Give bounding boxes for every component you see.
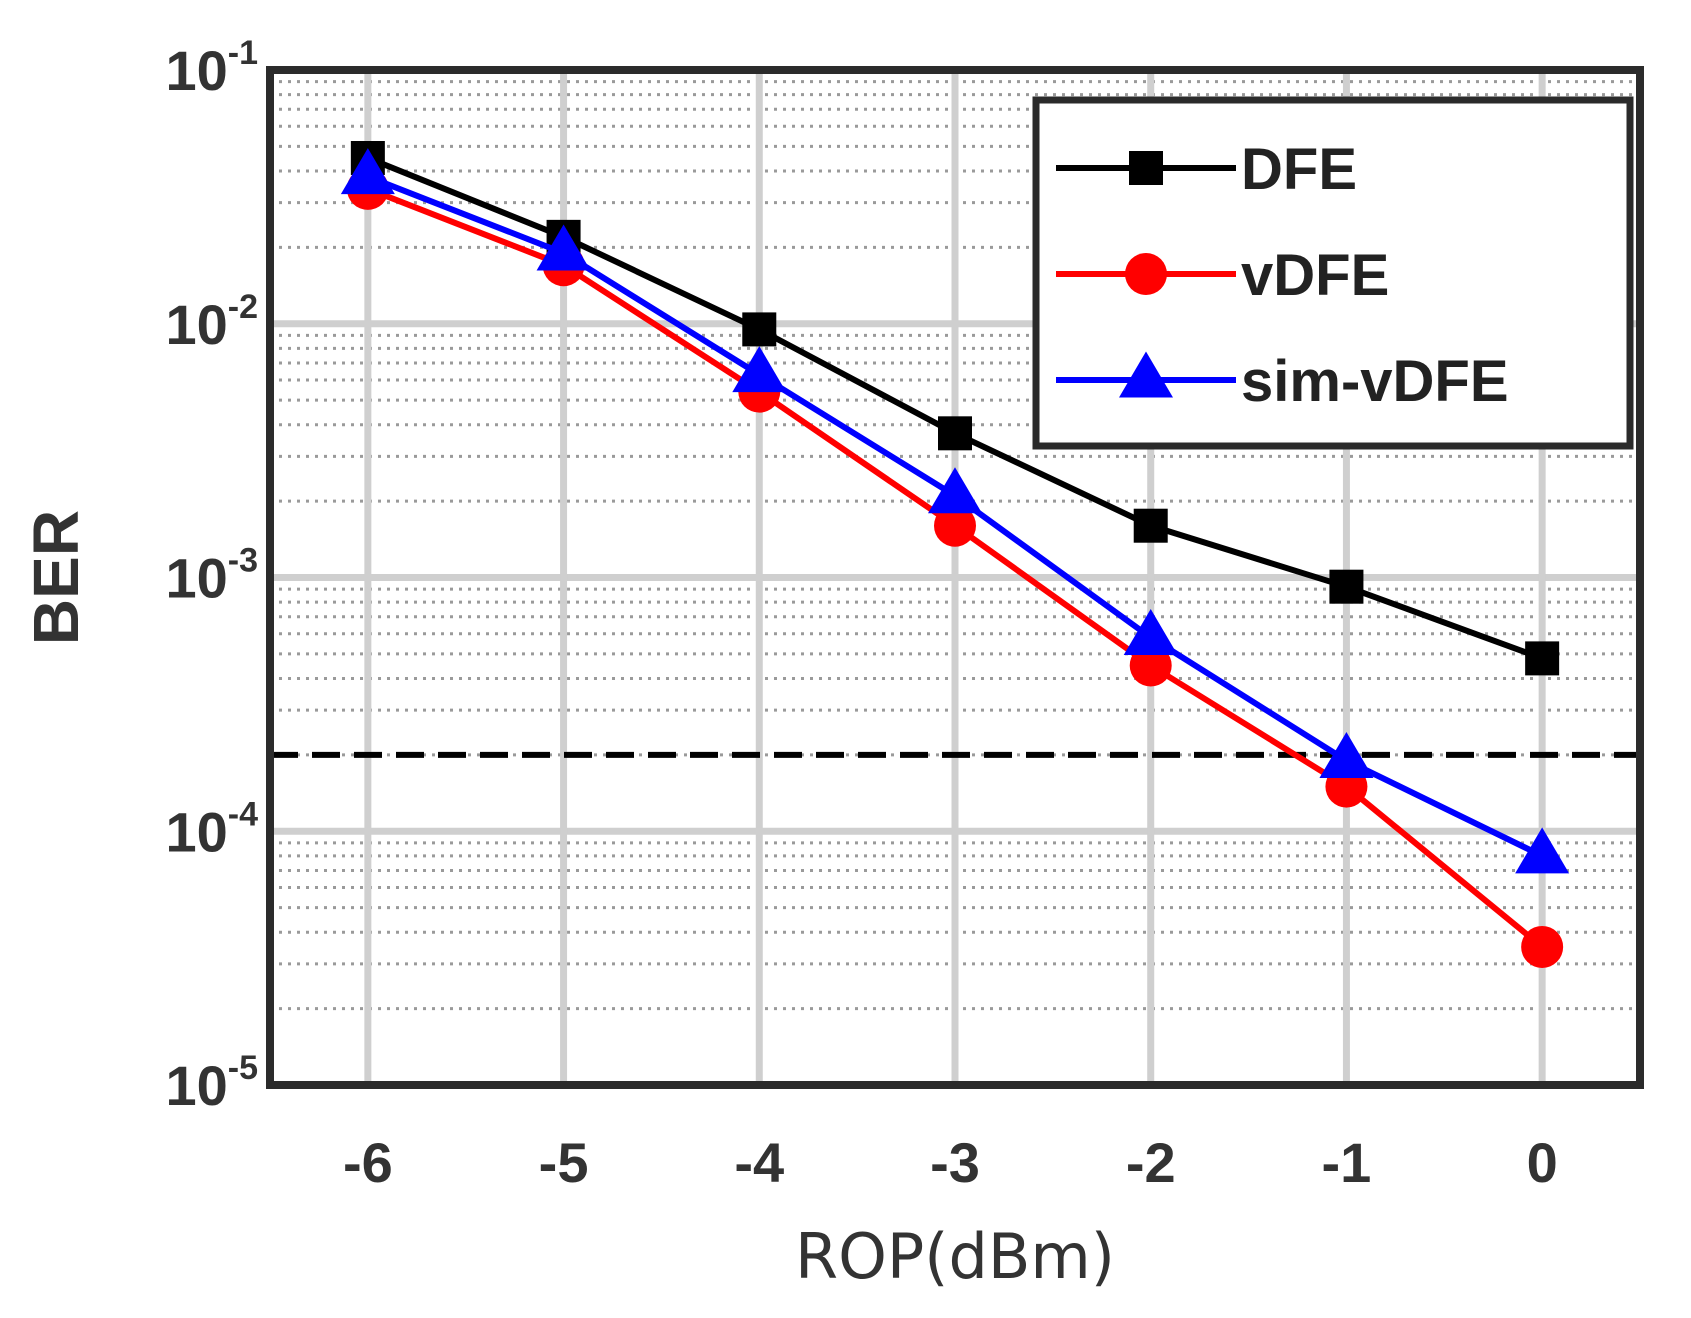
legend-item-vdfe: vDFE (1056, 243, 1389, 308)
y-tick-label: 10-5 (165, 1049, 258, 1117)
series-sim-vdfe (340, 148, 1570, 874)
legend-item-dfe: DFE (1056, 137, 1357, 202)
legend-marker (1119, 351, 1173, 398)
data-point (732, 346, 787, 393)
data-point (934, 504, 976, 547)
legend-marker (1129, 151, 1163, 185)
x-tick-label: -3 (930, 1131, 980, 1194)
legend-label: sim-vDFE (1241, 349, 1509, 414)
y-tick-exponent: -5 (228, 1049, 258, 1087)
data-point (1521, 925, 1564, 968)
plot-frame (266, 66, 1644, 1089)
data-point (742, 312, 777, 347)
legend-marker (1125, 253, 1167, 295)
x-axis-title: ROP(dBm) (795, 1220, 1115, 1293)
y-tick-base: 10 (165, 547, 227, 610)
legend-label: DFE (1241, 137, 1357, 202)
data-point (536, 224, 591, 271)
y-tick-base: 10 (165, 293, 227, 356)
y-tick-exponent: -1 (228, 34, 258, 72)
data-point (1329, 569, 1364, 604)
y-tick-label: 10-3 (165, 542, 258, 610)
data-point (928, 467, 982, 514)
x-tick-label: -6 (343, 1131, 393, 1194)
series-layer (340, 140, 1570, 968)
x-tick-label: -5 (539, 1131, 589, 1194)
data-point (1525, 641, 1560, 676)
y-tick-base: 10 (165, 800, 227, 863)
y-axis-title: BER (20, 510, 92, 645)
y-tick-exponent: -2 (228, 288, 258, 326)
data-point (938, 416, 972, 451)
data-point (1515, 827, 1570, 874)
data-point (1123, 609, 1178, 656)
y-tick-label: 10-1 (165, 34, 258, 102)
x-tick-labels: -6 -5 -4 -3 -2 -1 0 (343, 1131, 1558, 1194)
y-tick-exponent: -4 (228, 795, 258, 833)
data-point (1133, 508, 1168, 543)
x-tick-label: -2 (1126, 1131, 1176, 1194)
data-point (340, 148, 395, 195)
y-tick-base: 10 (165, 39, 227, 102)
y-tick-labels: 10-110-210-310-410-5 (165, 34, 258, 1117)
x-tick-label: 0 (1527, 1131, 1558, 1194)
legend-label: vDFE (1241, 243, 1389, 308)
y-tick-base: 10 (165, 1054, 227, 1117)
x-tick-label: -4 (734, 1131, 784, 1194)
y-tick-label: 10-4 (165, 795, 258, 863)
data-point (1319, 731, 1374, 778)
y-tick-exponent: -3 (228, 542, 258, 580)
y-tick-label: 10-2 (165, 288, 258, 356)
legend: DFE vDFE sim-vDFE (1032, 96, 1634, 450)
x-tick-label: -1 (1322, 1131, 1372, 1194)
legend-item-sim-vdfe: sim-vDFE (1056, 349, 1509, 414)
